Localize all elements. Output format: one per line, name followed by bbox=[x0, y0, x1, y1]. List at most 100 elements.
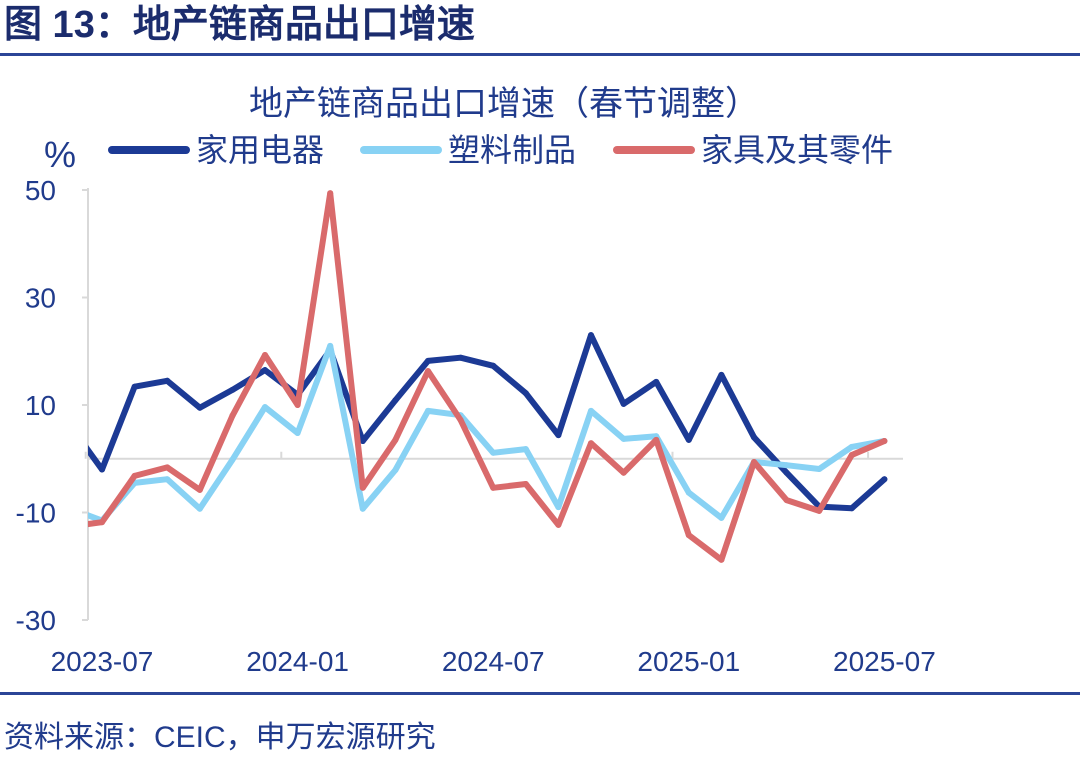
y-tick-label: 10 bbox=[25, 390, 56, 421]
legend-item-plastic-products: 塑料制品 bbox=[360, 131, 576, 169]
data-point bbox=[327, 190, 334, 197]
data-point bbox=[99, 519, 105, 526]
data-point bbox=[620, 469, 627, 476]
y-tick-label: -30 bbox=[16, 605, 56, 636]
data-point bbox=[392, 397, 399, 404]
axes: 50 30 10 -10 -30 2023-07 2024-01 2024-07 2025-01… bbox=[16, 175, 936, 677]
data-point bbox=[164, 464, 171, 471]
data-point bbox=[262, 404, 268, 411]
data-point bbox=[522, 446, 529, 453]
series-furniture-and-parts bbox=[66, 190, 888, 563]
data-point bbox=[196, 486, 203, 493]
x-tick-label: 2025-07 bbox=[833, 646, 936, 677]
data-point bbox=[425, 368, 431, 375]
data-point bbox=[816, 507, 823, 514]
data-point bbox=[359, 438, 366, 444]
x-tick-label: 2024-01 bbox=[246, 646, 349, 677]
data-point bbox=[66, 524, 72, 530]
data-point bbox=[555, 504, 562, 511]
legend-item-furniture-and-parts: 家具及其零件 bbox=[613, 131, 893, 169]
data-point bbox=[66, 421, 72, 427]
data-point bbox=[392, 436, 399, 443]
y-tick-label: 50 bbox=[25, 175, 56, 206]
data-point bbox=[164, 377, 171, 384]
plot-area bbox=[66, 190, 888, 563]
data-point bbox=[164, 476, 171, 483]
data-point bbox=[588, 332, 594, 339]
legend-label-home-appliances: 家用电器 bbox=[196, 132, 325, 168]
data-point bbox=[490, 484, 497, 491]
legend-label-plastic-products: 塑料制品 bbox=[448, 132, 577, 168]
header-divider bbox=[0, 53, 1080, 56]
data-point bbox=[131, 383, 138, 390]
data-point bbox=[196, 404, 203, 411]
data-point bbox=[685, 489, 692, 496]
data-point bbox=[359, 484, 366, 491]
source-note: 资料来源：CEIC，申万宏源研究 bbox=[4, 721, 436, 754]
data-point bbox=[327, 342, 334, 349]
data-point bbox=[229, 456, 236, 463]
data-point bbox=[457, 354, 464, 361]
legend-swatch-plastic-products bbox=[360, 146, 442, 154]
data-point bbox=[294, 402, 301, 408]
data-point bbox=[555, 432, 562, 439]
data-point bbox=[653, 436, 660, 443]
x-tick-label: 2025-01 bbox=[637, 646, 740, 677]
data-point bbox=[196, 505, 203, 512]
data-point bbox=[718, 514, 725, 521]
data-point bbox=[588, 407, 594, 414]
data-point bbox=[848, 452, 855, 458]
series-plastic-products bbox=[66, 342, 888, 524]
data-point bbox=[522, 481, 529, 487]
legend-swatch-home-appliances bbox=[108, 146, 190, 154]
data-point bbox=[848, 443, 855, 450]
data-point bbox=[99, 466, 105, 473]
data-point bbox=[490, 362, 497, 369]
x-tick-label: 2023-07 bbox=[51, 646, 154, 677]
y-tick-label: 30 bbox=[25, 283, 56, 314]
data-point bbox=[490, 449, 497, 456]
data-point bbox=[783, 469, 790, 476]
data-point bbox=[229, 412, 236, 419]
data-point bbox=[262, 367, 268, 374]
data-point bbox=[457, 417, 464, 423]
legend-swatch-furniture-and-parts bbox=[613, 146, 695, 154]
y-tick-label: -10 bbox=[16, 498, 56, 529]
data-point bbox=[685, 532, 692, 539]
data-point bbox=[783, 462, 790, 469]
data-point bbox=[294, 430, 301, 436]
data-point bbox=[718, 371, 725, 378]
x-tick-label: 2024-07 bbox=[442, 646, 545, 677]
data-point bbox=[653, 378, 660, 385]
data-point bbox=[881, 476, 888, 483]
data-point bbox=[751, 459, 757, 465]
data-point bbox=[685, 436, 692, 443]
data-point bbox=[229, 386, 236, 393]
data-point bbox=[620, 435, 627, 442]
data-point bbox=[262, 352, 268, 358]
data-point bbox=[555, 521, 562, 528]
data-point bbox=[131, 472, 138, 479]
data-point bbox=[392, 467, 399, 473]
data-point bbox=[425, 357, 431, 364]
data-point bbox=[848, 505, 855, 512]
data-point bbox=[588, 440, 594, 447]
figure-title: 图 13：地产链商品出口增速 bbox=[4, 4, 475, 46]
chart-title: 地产链商品出口增速（春节调整） bbox=[249, 85, 759, 123]
data-point bbox=[620, 400, 627, 407]
data-point bbox=[751, 434, 757, 441]
y-axis-unit-label: % bbox=[44, 134, 77, 175]
footer-divider bbox=[0, 692, 1080, 695]
data-point bbox=[66, 505, 72, 511]
data-point bbox=[816, 466, 823, 472]
data-point bbox=[718, 556, 725, 563]
data-point bbox=[522, 390, 529, 397]
legend-label-furniture-and-parts: 家具及其零件 bbox=[701, 132, 894, 168]
data-point bbox=[783, 497, 790, 504]
data-point bbox=[359, 505, 366, 512]
series-line-home-appliances bbox=[88, 332, 888, 512]
series-line-furniture-and-parts bbox=[88, 190, 888, 563]
data-point bbox=[425, 407, 431, 414]
